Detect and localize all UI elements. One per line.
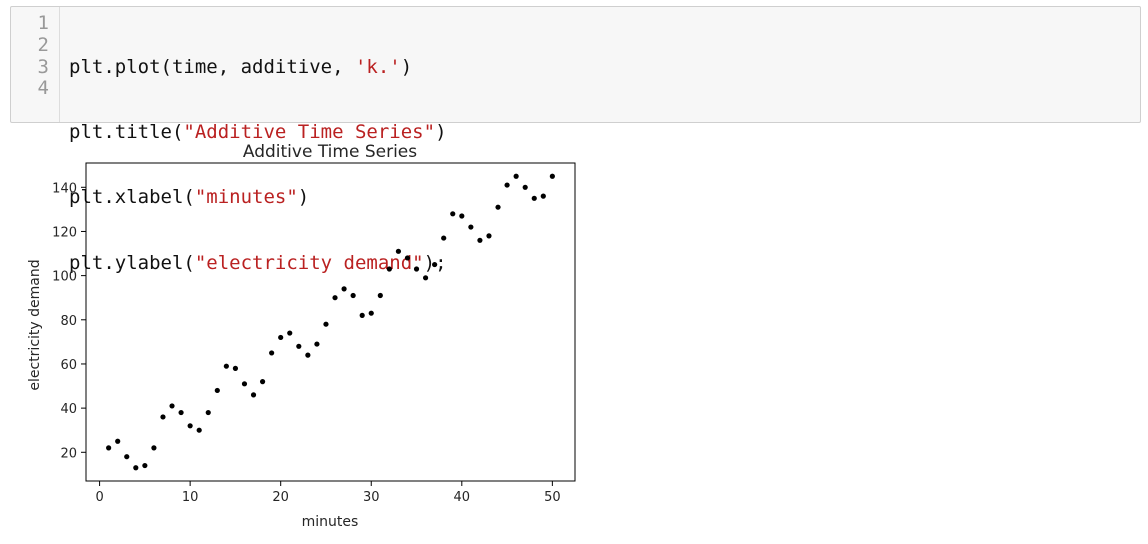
data-point <box>296 343 302 349</box>
data-point <box>259 379 266 385</box>
data-point <box>368 310 374 316</box>
code-line: plt.xlabel("minutes") <box>69 186 447 209</box>
data-point <box>341 286 347 292</box>
code-text: plt.xlabel( <box>69 186 195 209</box>
data-point <box>241 381 248 387</box>
data-point <box>377 292 383 299</box>
data-point <box>486 233 492 239</box>
x-tick-label: 10 <box>182 490 199 505</box>
code-string: "Additive Time Series" <box>183 120 436 143</box>
data-point <box>495 204 501 210</box>
data-point <box>323 321 329 327</box>
code-text: plt.ylabel( <box>69 251 195 274</box>
data-point <box>232 365 239 371</box>
chart-title: Additive Time Series <box>243 142 417 162</box>
data-point <box>386 266 392 272</box>
y-tick-label: 20 <box>60 446 77 461</box>
line-number: 4 <box>37 77 49 100</box>
data-point <box>332 295 338 301</box>
code-text: ) <box>435 120 447 143</box>
x-axis-label: minutes <box>302 514 359 530</box>
data-point <box>169 403 175 409</box>
data-point <box>196 427 202 433</box>
data-point <box>278 334 284 341</box>
code-editor[interactable]: plt.plot(time, additive, 'k.') plt.title… <box>60 7 447 274</box>
data-point <box>115 438 121 444</box>
data-point <box>395 248 402 254</box>
code-line: plt.ylabel("electricity demand"); <box>69 251 447 275</box>
data-point <box>142 462 148 469</box>
data-point <box>287 330 293 336</box>
y-tick-label: 60 <box>60 358 77 373</box>
data-point <box>214 387 220 394</box>
data-point <box>106 445 112 451</box>
data-point <box>269 350 275 356</box>
line-number: 2 <box>37 33 49 56</box>
y-tick-label: 100 <box>52 270 77 285</box>
data-point <box>359 312 365 318</box>
data-point <box>522 184 528 190</box>
code-line: plt.plot(time, additive, 'k.') <box>69 55 447 79</box>
data-point <box>350 292 356 299</box>
data-point <box>459 213 465 219</box>
y-tick-label: 140 <box>52 181 77 196</box>
code-text: plt.title( <box>69 120 184 143</box>
x-tick-label: 50 <box>544 490 561 505</box>
data-point <box>422 275 429 281</box>
code-text: ) <box>297 186 310 209</box>
data-point <box>450 211 456 217</box>
data-point <box>441 235 447 241</box>
code-text: plt.plot(time, additive, <box>69 55 355 78</box>
code-line: plt.title("Additive Time Series") <box>69 120 447 144</box>
data-point <box>178 409 184 416</box>
x-tick-label: 20 <box>272 490 289 505</box>
data-point <box>468 224 474 230</box>
data-point <box>404 255 411 261</box>
plot-frame <box>85 162 576 482</box>
data-point <box>151 445 157 451</box>
code-text: ) <box>400 55 413 78</box>
code-string: "minutes" <box>194 186 298 209</box>
x-tick-label: 40 <box>454 490 471 505</box>
data-point <box>205 409 211 416</box>
data-point <box>133 465 139 471</box>
data-point <box>504 182 510 188</box>
data-point <box>432 261 438 268</box>
line-number-gutter: 1 2 3 4 <box>11 7 60 122</box>
data-point <box>187 423 193 429</box>
code-string: "electricity demand" <box>194 251 424 274</box>
data-point <box>314 341 320 347</box>
data-point <box>223 363 229 369</box>
data-point <box>549 173 555 179</box>
data-point <box>124 454 130 460</box>
data-point <box>160 414 166 420</box>
scatter-chart: 0 10 20 30 40 50 20 40 60 80 100 120 140 Additive Ti… <box>27 142 576 530</box>
code-string: 'k.' <box>354 55 401 78</box>
y-tick-label: 40 <box>60 402 77 417</box>
data-point <box>250 392 257 398</box>
line-number: 1 <box>37 12 49 34</box>
data-point <box>540 193 546 199</box>
y-tick-label: 80 <box>60 314 77 329</box>
y-tick-label: 120 <box>52 225 77 240</box>
data-point <box>513 173 519 179</box>
data-point <box>413 266 420 272</box>
data-point <box>531 195 537 201</box>
data-point <box>477 237 483 243</box>
x-tick-label: 0 <box>95 490 103 505</box>
line-number: 3 <box>37 55 49 78</box>
y-axis-label: electricity demand <box>27 259 43 390</box>
code-cell-input[interactable]: 1 2 3 4 plt.plot(time, additive, 'k.') p… <box>10 6 1141 274</box>
data-point <box>305 352 311 358</box>
x-tick-label: 30 <box>363 490 380 505</box>
cell-output: 0 10 20 30 40 50 20 40 60 80 100 120 140 Additive Ti… <box>0 130 600 540</box>
